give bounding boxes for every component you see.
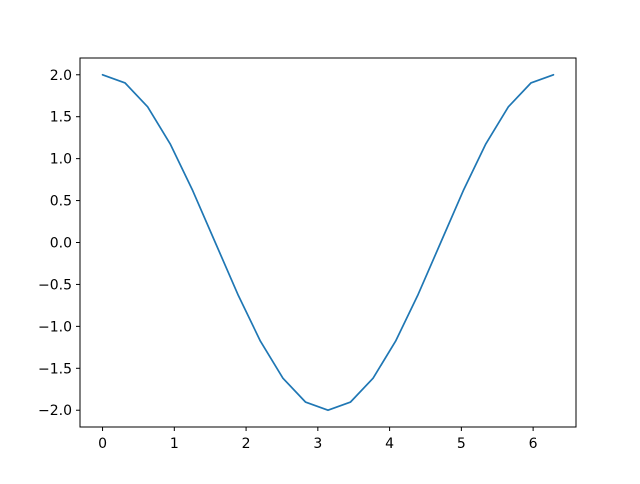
y-axis-tick-label: −1.5 [38,361,72,377]
y-axis-tick-label: 2.0 [50,68,72,84]
x-axis-tick-label: 5 [457,436,466,452]
y-axis-tick-label: −1.0 [38,319,72,335]
y-axis: −2.0 −1.5 −1.0 −0.5 0.0 0.5 1.0 1.5 2.0 [38,68,80,419]
x-axis-tick-label: 4 [385,436,394,452]
x-axis: 0 1 2 3 4 5 6 [98,427,538,452]
x-axis-tick-label: 2 [242,436,251,452]
y-axis-tick-label: 0.5 [50,194,72,210]
x-axis-tick-label: 6 [529,436,538,452]
x-axis-tick-label: 3 [313,436,322,452]
x-axis-tick-label: 1 [170,436,179,452]
x-axis-tick-label: 0 [98,436,107,452]
y-axis-tick-label: 1.5 [50,110,72,126]
data-line [101,73,555,412]
y-axis-tick-label: −2.0 [38,403,72,419]
y-axis-tick-label: 0.0 [50,236,72,252]
y-axis-tick-label: −0.5 [38,277,72,293]
y-axis-tick-label: 1.0 [50,152,72,168]
plot-border [79,57,577,428]
